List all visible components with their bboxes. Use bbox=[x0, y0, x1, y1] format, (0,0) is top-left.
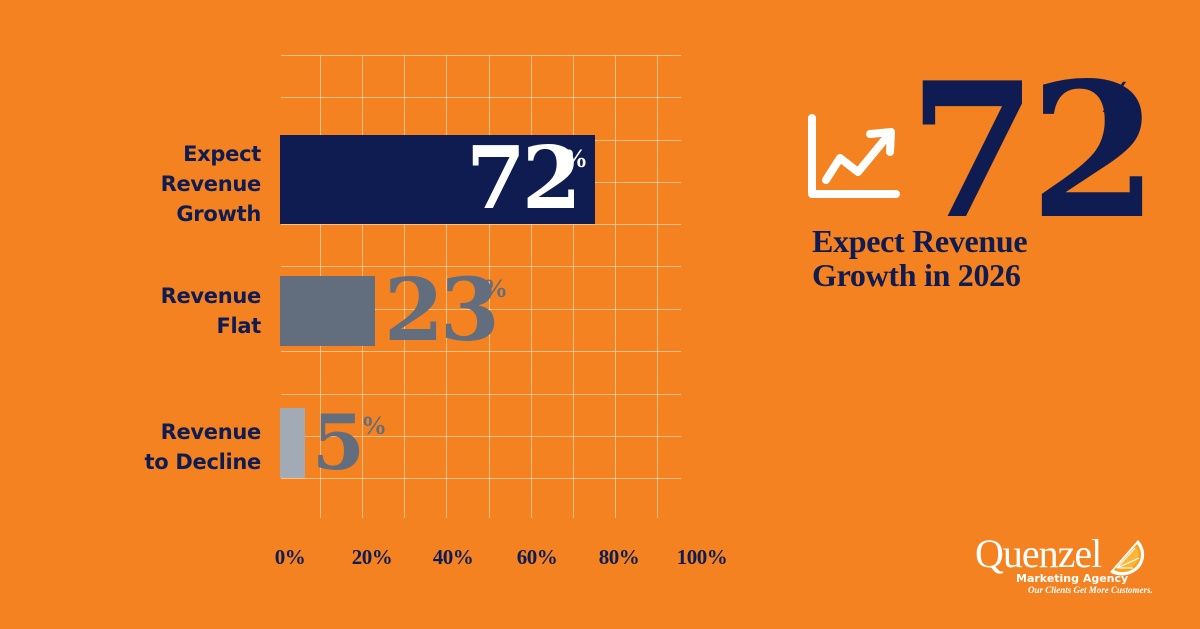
x-tick-label: 60% bbox=[516, 545, 558, 569]
x-tick-label: 20% bbox=[351, 545, 393, 569]
grid-line bbox=[281, 478, 681, 479]
bar-decline-value: 5 bbox=[312, 398, 365, 487]
grid-line bbox=[615, 55, 616, 518]
grid-line bbox=[281, 97, 681, 98]
label-line: Revenue bbox=[160, 172, 262, 196]
trending-up-chart-icon bbox=[806, 112, 902, 200]
bar-decline-pct: % bbox=[361, 411, 387, 440]
highlight-pct: % bbox=[1092, 72, 1136, 121]
grid-line bbox=[281, 351, 681, 352]
row-label-decline: Revenue to Decline bbox=[145, 417, 262, 477]
logo-tagline: Our Clients Get More Customers. bbox=[1028, 585, 1153, 595]
grid-line bbox=[404, 55, 405, 518]
x-tick-label: 0% bbox=[274, 545, 306, 569]
x-tick-label: 100% bbox=[676, 545, 728, 569]
row-label-flat: Revenue Flat bbox=[160, 281, 262, 341]
label-line: Revenue bbox=[160, 284, 262, 308]
bar-growth-pct: % bbox=[562, 144, 588, 173]
label-line: Revenue bbox=[160, 420, 262, 444]
grid-line bbox=[531, 55, 532, 518]
bar-flat-value: 23 bbox=[384, 260, 500, 361]
grid-line bbox=[489, 55, 490, 518]
row-label-growth: Expect Revenue Growth bbox=[160, 139, 262, 229]
logo-name: Quenzel bbox=[975, 531, 1102, 576]
grid-line bbox=[573, 55, 574, 518]
label-line: Expect bbox=[183, 142, 261, 166]
label-line: to Decline bbox=[144, 450, 262, 474]
orange-slice-icon bbox=[1108, 538, 1148, 578]
grid-line bbox=[281, 394, 681, 395]
x-tick-label: 80% bbox=[598, 545, 640, 569]
label-line: Flat bbox=[216, 314, 261, 338]
grid-line bbox=[446, 55, 447, 518]
grid-line bbox=[281, 436, 681, 437]
grid-line bbox=[657, 55, 658, 518]
bar-flat-pct: % bbox=[482, 274, 508, 303]
x-tick-label: 40% bbox=[432, 545, 474, 569]
bar-growth bbox=[280, 135, 595, 224]
grid-line bbox=[281, 266, 681, 267]
bar-decline bbox=[280, 408, 305, 478]
grid-line bbox=[281, 55, 681, 56]
label-line: Growth bbox=[176, 202, 261, 226]
logo-subtitle: Marketing Agency bbox=[1016, 572, 1129, 585]
grid-line bbox=[281, 309, 681, 310]
caption-line: Growth in 2026 bbox=[812, 257, 1021, 293]
highlight-value: 72 bbox=[908, 41, 1159, 260]
bar-flat bbox=[280, 276, 375, 346]
grid-line bbox=[281, 224, 681, 225]
highlight-caption: Expect Revenue Growth in 2026 bbox=[812, 223, 1028, 293]
caption-line: Expect Revenue bbox=[812, 223, 1028, 259]
bar-growth-value: 72 bbox=[466, 128, 582, 229]
